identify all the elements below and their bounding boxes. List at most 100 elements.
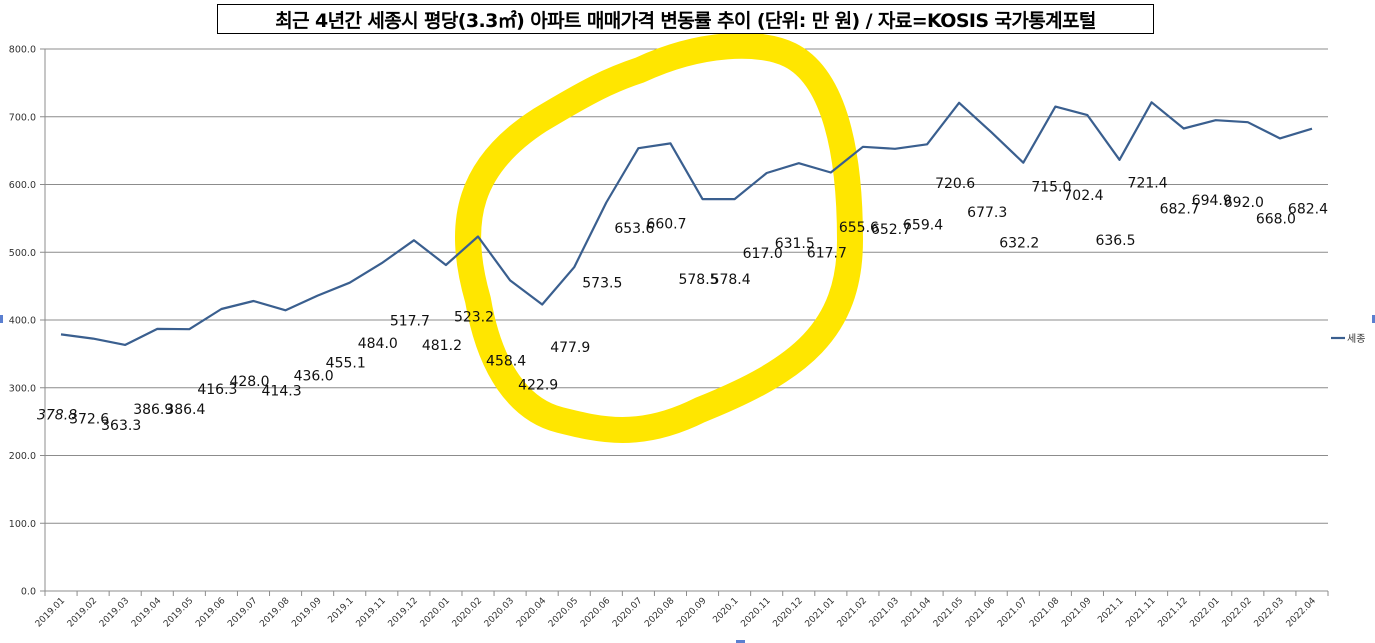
data-label: 414.3: [262, 383, 302, 399]
data-label: 652.7: [871, 222, 911, 238]
x-tick-label: 2021.07: [996, 596, 1029, 629]
data-label: 632.2: [999, 236, 1039, 252]
y-tick-label: 600.0: [9, 180, 36, 191]
data-label: 653.6: [614, 221, 654, 237]
x-tick-label: 2020.11: [739, 596, 772, 629]
data-label: 481.2: [422, 338, 462, 354]
data-label: 363.3: [101, 418, 141, 434]
data-label: 386.9: [133, 402, 173, 418]
x-tick-label: 2019.11: [355, 596, 388, 629]
y-tick-label: 500.0: [9, 248, 36, 259]
data-label: 578.5: [678, 272, 718, 288]
y-tick-label: 100.0: [9, 519, 36, 530]
x-tick-label: 2022.04: [1285, 596, 1319, 630]
data-label: 636.5: [1095, 233, 1135, 249]
x-tick-label: 2020.01: [419, 596, 452, 629]
x-tick-label: 2020.08: [643, 596, 677, 630]
x-tick-label: 2021.09: [1060, 596, 1094, 630]
data-label: 660.7: [646, 216, 686, 232]
data-label: 436.0: [294, 369, 334, 385]
x-tick-label: 2019.1: [326, 596, 355, 625]
x-tick-label: 2021.1: [1096, 596, 1125, 625]
data-label: 517.7: [390, 313, 430, 329]
data-label: 720.6: [935, 176, 975, 192]
data-label: 578.4: [711, 272, 751, 288]
data-label: 617.0: [743, 246, 783, 262]
data-label: 694.9: [1192, 193, 1232, 209]
y-tick-label: 800.0: [9, 45, 36, 56]
x-tick-label: 2020.03: [483, 596, 516, 629]
x-tick-label: 2021.04: [900, 596, 934, 630]
x-tick-label: 2019.03: [98, 596, 131, 629]
y-tick-label: 400.0: [9, 316, 36, 327]
data-label: 523.2: [454, 310, 494, 326]
data-label: 372.6: [69, 412, 109, 428]
data-label: 682.4: [1288, 202, 1328, 218]
resize-handle-right[interactable]: [1372, 315, 1375, 323]
x-tick-label: 2021.01: [804, 596, 837, 629]
x-tick-label: 2020.1: [711, 596, 740, 625]
x-tick-label: 2020.04: [515, 596, 549, 630]
x-tick-label: 2021.08: [1028, 596, 1062, 630]
y-tick-label: 200.0: [9, 451, 36, 462]
x-tick-label: 2019.02: [66, 596, 99, 629]
resize-handle-bottom[interactable]: [736, 640, 745, 643]
x-tick-label: 2020.09: [675, 596, 709, 630]
x-tick-label: 2019.06: [194, 596, 228, 630]
legend-label: 세종: [1347, 333, 1365, 345]
x-tick-label: 2020.05: [547, 596, 580, 629]
x-tick-label: 2019.05: [162, 596, 195, 629]
data-label: 682.7: [1160, 201, 1200, 217]
data-label: 677.3: [967, 205, 1007, 221]
data-label: 715.0: [1031, 180, 1071, 196]
x-tick-label: 2022.02: [1221, 596, 1254, 629]
resize-handle-left[interactable]: [0, 315, 3, 323]
data-label: 655.6: [839, 220, 879, 236]
data-label: 386.4: [165, 402, 205, 418]
series-line-sejong: [60, 101, 1313, 346]
x-tick-label: 2019.07: [226, 596, 259, 629]
x-tick-label: 2019.04: [130, 596, 164, 630]
x-tick-label: 2019.12: [387, 596, 420, 629]
data-label: 617.7: [807, 246, 847, 262]
x-tick-label: 2020.07: [611, 596, 644, 629]
data-label: 692.0: [1224, 195, 1264, 211]
chart-title: 최근 4년간 세종시 평당(3.3㎡) 아파트 매매가격 변동률 추이 (단위:…: [217, 4, 1154, 34]
y-tick-label: 0.0: [21, 587, 36, 598]
x-tick-label: 2021.05: [932, 596, 965, 629]
data-label: 702.4: [1063, 188, 1103, 204]
data-label: 477.9: [550, 340, 590, 356]
data-label: 631.5: [775, 236, 815, 252]
data-label: 668.0: [1256, 211, 1296, 227]
data-label: 422.9: [518, 377, 558, 393]
x-tick-label: 2021.06: [964, 596, 998, 630]
data-label: 428.0: [229, 374, 269, 390]
x-tick-label: 2021.02: [836, 596, 869, 629]
x-tick-label: 2020.06: [579, 596, 613, 630]
x-tick-label: 2021.12: [1156, 596, 1189, 629]
data-label: 659.4: [903, 217, 943, 233]
data-label: 416.3: [197, 382, 237, 398]
x-tick-label: 2022.03: [1253, 596, 1286, 629]
data-label: 573.5: [582, 275, 622, 291]
data-label: 455.1: [326, 356, 366, 372]
x-tick-label: 2019.08: [258, 596, 292, 630]
x-tick-label: 2020.02: [451, 596, 484, 629]
data-label: 484.0: [358, 336, 398, 352]
x-tick-label: 2021.11: [1124, 596, 1157, 629]
y-tick-label: 700.0: [9, 112, 36, 123]
x-tick-label: 2021.03: [868, 596, 901, 629]
x-tick-label: 2020.12: [771, 596, 804, 629]
data-label: 458.4: [486, 353, 526, 369]
x-tick-label: 2019.01: [34, 596, 67, 629]
y-tick-label: 300.0: [9, 383, 36, 394]
data-label: 378.8: [37, 407, 77, 423]
x-tick-label: 2019.09: [290, 596, 324, 630]
legend: 세종: [1331, 333, 1365, 345]
data-label: 721.4: [1128, 175, 1168, 191]
x-tick-label: 2022.01: [1188, 596, 1221, 629]
y-axis: 0.0 100.0 200.0 300.0 400.0 500.0 600.0 700.0 80…: [9, 45, 36, 598]
x-axis: 2019.012019.022019.032019.042019.052019.…: [34, 591, 1329, 630]
